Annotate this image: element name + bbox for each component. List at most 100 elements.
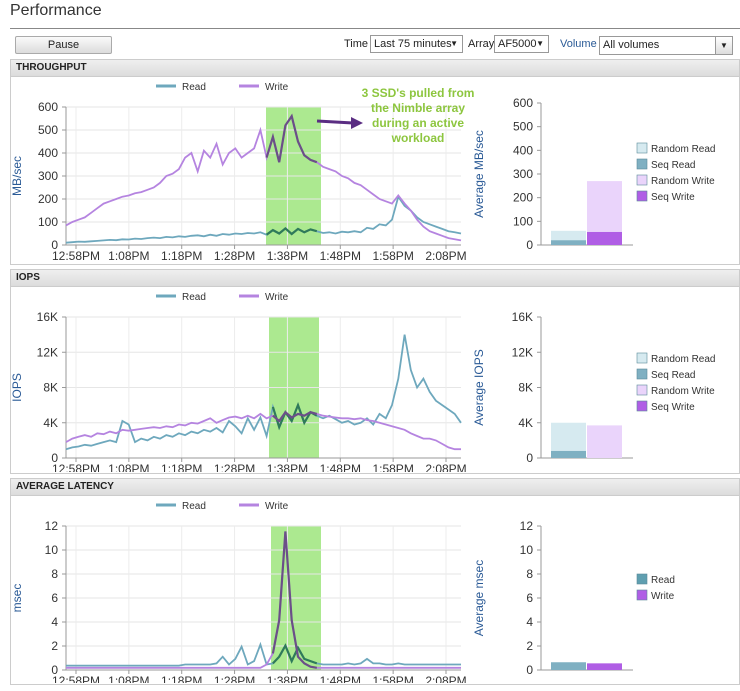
x-tick-label: 2:08PM (425, 674, 466, 683)
bar-legend-swatch (636, 190, 648, 202)
array-select[interactable]: AF5000 ▼ (494, 35, 549, 53)
bar-legend-swatch (636, 384, 648, 396)
bar-legend-label: Random Write (651, 386, 715, 397)
x-tick-label: 1:48PM (320, 249, 361, 263)
panel-title: AVERAGE LATENCY (11, 479, 739, 496)
y2-tick-label: 12 (520, 519, 534, 533)
y2-tick-label: 0 (526, 663, 533, 677)
legend-label: Read (182, 292, 206, 303)
time-label: Time (344, 38, 369, 50)
volume-select[interactable]: All volumes ▼ (599, 36, 733, 55)
x-tick-label: 1:58PM (372, 462, 413, 472)
iops-panel: IOPS 0 4K 8K 12K 16K 12:58PM 1:08PM 1:18PM 1:28P… (10, 269, 740, 476)
series-line-read (65, 194, 462, 244)
x-tick-label: 1:58PM (372, 249, 413, 263)
y-tick-label: 10 (45, 543, 59, 557)
y2-tick-label: 4 (526, 615, 533, 629)
y2-axis-label: Average msec (472, 560, 486, 636)
y2-tick-label: 100 (513, 214, 533, 228)
throughput-panel: THROUGHPUT 0 100 200 300 400 500 600 12:58PM 1:0… (10, 59, 740, 265)
x-tick-label: 1:18PM (161, 674, 202, 683)
bar-legend-label: Seq Write (651, 192, 695, 203)
y-axis-label: IOPS (11, 373, 24, 402)
y-tick-label: 500 (38, 123, 58, 137)
x-tick-label: 1:48PM (320, 462, 361, 472)
x-tick-label: 1:18PM (161, 462, 202, 472)
y-tick-label: 4 (51, 615, 58, 629)
y-tick-label: 6 (51, 591, 58, 605)
x-tick-label: 1:28PM (214, 249, 255, 263)
avg-bar-seq (587, 231, 622, 245)
x-tick-label: 1:28PM (214, 674, 255, 683)
avg-bar-seq (551, 450, 586, 458)
x-tick-label: 2:08PM (425, 462, 466, 472)
title-divider (10, 28, 740, 29)
x-tick-label: 12:58PM (52, 674, 100, 683)
avg-bar-random (587, 663, 622, 670)
series-line-read (66, 641, 461, 667)
legend-label: Write (265, 292, 289, 303)
y-tick-label: 0 (51, 663, 58, 677)
y2-tick-label: 2 (526, 639, 533, 653)
y2-tick-label: 6 (526, 591, 533, 605)
x-tick-label: 1:18PM (161, 249, 202, 263)
series-line-write (66, 531, 461, 669)
series-line-write (65, 410, 461, 451)
bar-legend-label: Write (651, 591, 675, 602)
x-tick-label: 1:28PM (214, 462, 255, 472)
y-tick-label: 12K (37, 345, 58, 359)
series-line-highlight (265, 226, 318, 236)
volume-select-value: All volumes (603, 39, 660, 51)
y2-tick-label: 600 (513, 96, 533, 110)
y-tick-label: 300 (38, 169, 58, 183)
array-label: Array (468, 38, 495, 50)
y2-tick-label: 8 (526, 567, 533, 581)
y-tick-label: 400 (38, 146, 58, 160)
y-tick-label: 0 (51, 238, 58, 252)
bar-legend-label: Seq Write (651, 402, 695, 413)
legend-label: Write (265, 501, 289, 512)
x-tick-label: 12:58PM (52, 249, 100, 263)
bar-legend-label: Seq Read (651, 370, 695, 381)
y2-tick-label: 400 (513, 143, 533, 157)
y2-axis-label: Average IOPS (472, 349, 486, 426)
avg-bar-seq (551, 240, 586, 245)
y2-tick-label: 10 (520, 543, 534, 557)
y2-tick-label: 16K (512, 310, 533, 324)
series-line-highlight (272, 410, 318, 423)
y2-tick-label: 200 (513, 191, 533, 205)
y-tick-label: 8 (51, 567, 58, 581)
array-select-value: AF5000 (498, 38, 537, 50)
bar-legend-label: Random Write (651, 176, 715, 187)
x-tick-label: 1:08PM (108, 462, 149, 472)
latency-panel: AVERAGE LATENCY 0 2 4 6 8 10 12 12:58PM 1:08PM 1:… (10, 478, 740, 688)
y-tick-label: 100 (38, 215, 58, 229)
y2-tick-label: 500 (513, 120, 533, 134)
chevron-down-icon: ▼ (450, 39, 458, 48)
volume-label: Volume : (560, 38, 603, 50)
time-select[interactable]: Last 75 minutes ▼ (370, 35, 463, 53)
bar-legend-swatch (636, 174, 648, 186)
bar-legend-swatch (636, 400, 648, 412)
bar-legend-label: Read (651, 575, 675, 586)
bar-legend-label: Seq Read (651, 160, 695, 171)
bar-legend-swatch (636, 158, 648, 170)
iops-chart: 0 4K 8K 12K 16K 12:58PM 1:08PM 1:18PM 1:28PM 1:38… (10, 292, 715, 476)
series-line-highlight (265, 113, 318, 164)
chevron-down-icon: ▼ (536, 39, 544, 48)
x-tick-label: 1:38PM (267, 462, 308, 472)
panel-title: IOPS (11, 270, 739, 287)
series-line-highlight (272, 643, 318, 665)
y-tick-label: 0 (51, 451, 58, 465)
bar-legend-label: Random Read (651, 354, 715, 365)
x-tick-label: 1:38PM (267, 249, 308, 263)
avg-bar-random (587, 425, 622, 458)
y-tick-label: 2 (51, 639, 58, 653)
series-line-read (65, 334, 462, 451)
x-tick-label: 2:08PM (425, 249, 466, 263)
y-axis-label: msec (11, 584, 24, 613)
toolbar: Pause Time Last 75 minutes ▼ Array AF500… (10, 34, 738, 56)
y-tick-label: 200 (38, 192, 58, 206)
pause-button[interactable]: Pause (15, 36, 112, 54)
bar-legend-label: Random Read (651, 144, 715, 155)
